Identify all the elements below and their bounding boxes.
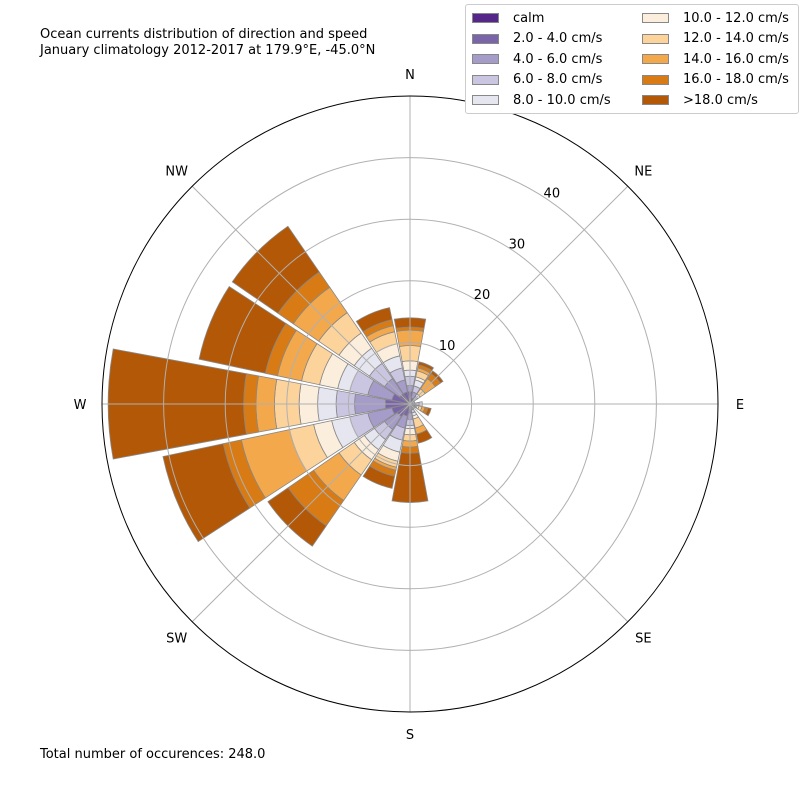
- legend-swatch: [642, 54, 669, 64]
- legend-swatch: [642, 33, 669, 44]
- legend-item: 6.0 - 8.0 cm/s: [472, 70, 602, 90]
- legend-label: calm: [513, 10, 545, 26]
- svg-text:40: 40: [544, 187, 561, 202]
- svg-text:20: 20: [474, 288, 491, 303]
- legend-item: 2.0 - 4.0 cm/s: [472, 29, 602, 49]
- svg-text:SE: SE: [635, 631, 651, 646]
- legend-label: 8.0 - 10.0 cm/s: [513, 92, 611, 108]
- legend-item: 4.0 - 6.0 cm/s: [472, 49, 602, 69]
- svg-text:E: E: [736, 398, 744, 413]
- legend-swatch: [472, 13, 499, 23]
- legend-label: 14.0 - 16.0 cm/s: [683, 51, 789, 67]
- legend-label: 2.0 - 4.0 cm/s: [513, 31, 603, 46]
- legend-swatch: [642, 95, 669, 105]
- legend-swatch: [472, 74, 499, 85]
- legend: calm 2.0 - 4.0 cm/s 4.0 - 6.0 cm/s 6.0 - 8.…: [465, 4, 799, 114]
- legend-label: 16.0 - 18.0 cm/s: [683, 72, 789, 87]
- title-line-2: January climatology 2012-2017 at 179.9°E…: [40, 43, 376, 58]
- total-occurrences: Total number of occurences: 248.0: [40, 747, 266, 762]
- legend-item: 8.0 - 10.0 cm/s: [472, 90, 611, 110]
- svg-text:NE: NE: [634, 165, 652, 180]
- svg-text:SW: SW: [166, 631, 187, 646]
- legend-item: calm: [472, 8, 544, 28]
- svg-text:30: 30: [509, 237, 526, 252]
- legend-item: 12.0 - 14.0 cm/s: [642, 29, 789, 49]
- legend-label: 10.0 - 12.0 cm/s: [683, 10, 789, 26]
- legend-item: 14.0 - 16.0 cm/s: [642, 49, 789, 69]
- legend-label: 6.0 - 8.0 cm/s: [513, 72, 603, 87]
- legend-swatch: [642, 13, 669, 23]
- legend-label: >18.0 cm/s: [683, 92, 758, 108]
- legend-swatch: [472, 54, 499, 64]
- title-line-1: Ocean currents distribution of direction…: [40, 27, 368, 42]
- legend-swatch: [472, 33, 499, 44]
- legend-swatch: [472, 95, 499, 105]
- svg-text:N: N: [405, 68, 415, 83]
- legend-item: >18.0 cm/s: [642, 90, 758, 110]
- legend-label: 4.0 - 6.0 cm/s: [513, 51, 603, 67]
- chart-title: Ocean currents distribution of direction…: [40, 27, 375, 59]
- svg-text:S: S: [406, 728, 414, 743]
- svg-text:10: 10: [439, 339, 456, 354]
- legend-label: 12.0 - 14.0 cm/s: [683, 31, 789, 46]
- svg-text:W: W: [74, 398, 87, 413]
- legend-item: 10.0 - 12.0 cm/s: [642, 8, 789, 28]
- svg-text:NW: NW: [165, 165, 188, 180]
- legend-swatch: [642, 74, 669, 85]
- legend-item: 16.0 - 18.0 cm/s: [642, 70, 789, 90]
